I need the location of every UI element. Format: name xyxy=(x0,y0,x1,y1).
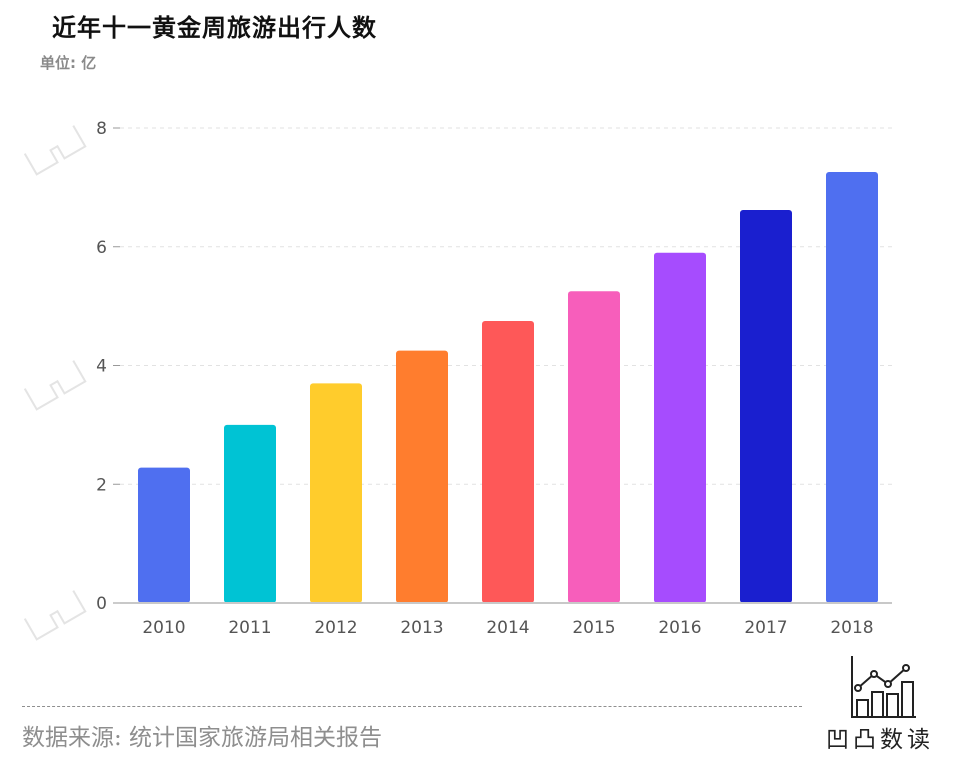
watermark-icon xyxy=(23,590,87,641)
y-tick-label: 8 xyxy=(96,119,107,139)
bar-2013 xyxy=(396,350,448,603)
data-source: 数据来源: 统计国家旅游局相关报告 xyxy=(22,725,383,751)
bar-2011 xyxy=(224,424,276,603)
watermark-icon xyxy=(23,125,87,176)
x-tick-label: 2016 xyxy=(658,618,701,638)
x-tick-label: 2017 xyxy=(744,618,787,638)
chart-logo-icon xyxy=(851,656,916,718)
y-tick-label: 6 xyxy=(96,238,107,258)
y-tick-label: 0 xyxy=(96,594,107,614)
unit-label: 单位: 亿 xyxy=(40,54,97,72)
x-tick-label: 2012 xyxy=(314,618,357,638)
x-tick-label: 2010 xyxy=(142,618,185,638)
watermark-group xyxy=(23,125,87,641)
watermark-icon xyxy=(23,360,87,411)
bar-chart: 0 2 4 6 8 2010 2011 2012 2013 2014 2015 2016 2017 201… xyxy=(23,119,892,641)
x-tick-label: 2013 xyxy=(400,618,443,638)
chart-title: 近年十一黄金周旅游出行人数 xyxy=(52,14,377,42)
bar-2012 xyxy=(310,383,362,603)
bar-2016 xyxy=(654,252,706,603)
footer-divider xyxy=(22,706,802,707)
x-tick-label: 2015 xyxy=(572,618,615,638)
bar-2017 xyxy=(740,209,792,603)
x-tick-label: 2018 xyxy=(830,618,873,638)
bar-2018 xyxy=(826,171,878,603)
bar-2014 xyxy=(482,320,534,603)
y-tick-label: 4 xyxy=(96,357,107,377)
axes: 0 2 4 6 8 2010 2011 2012 2013 2014 2015 2016 2017 201… xyxy=(96,119,892,638)
bar-2010 xyxy=(138,467,190,603)
x-tick-label: 2014 xyxy=(486,618,529,638)
logo-text: 凹凸数读 xyxy=(826,727,934,753)
bars xyxy=(138,171,878,603)
y-tick-label: 2 xyxy=(96,475,107,495)
x-tick-label: 2011 xyxy=(228,618,271,638)
bar-2015 xyxy=(568,291,620,603)
